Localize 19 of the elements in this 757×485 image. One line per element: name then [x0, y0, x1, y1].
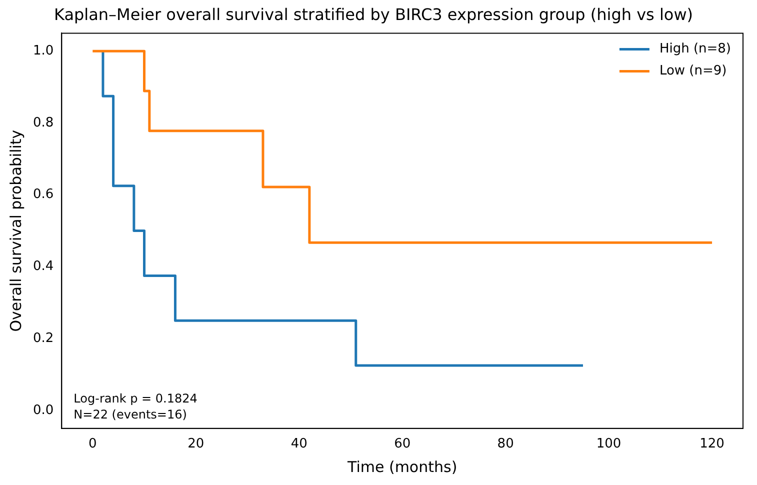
legend-label: Low (n=9) [659, 64, 727, 79]
y-tick-label: 0.2 [32, 330, 54, 346]
x-tick-label: 100 [596, 436, 622, 452]
x-tick-label: 0 [88, 436, 97, 452]
x-tick-label: 120 [700, 436, 724, 452]
x-tick-label: 80 [497, 436, 514, 452]
y-tick-label: 1.0 [32, 44, 54, 59]
y-tick-label: 0.8 [32, 115, 54, 130]
x-tick-label: 40 [290, 436, 308, 452]
x-axis-title: Time (months) [346, 458, 458, 476]
chart-title: Kaplan–Meier overall survival stratified by BIRC3 expression group (high vs low) [54, 4, 694, 24]
y-tick-label: 0.4 [32, 259, 54, 274]
x-tick-label: 60 [394, 436, 411, 452]
y-axis-title: Overall survival probability [6, 130, 25, 332]
y-tick-label: 0.0 [32, 402, 54, 418]
y-tick-label: 0.6 [32, 187, 54, 202]
annotation: Log-rank p = 0.1824 N=22 (events=16) [74, 391, 198, 422]
legend-label: High (n=8) [659, 42, 732, 57]
x-tick-label: 20 [188, 436, 204, 452]
